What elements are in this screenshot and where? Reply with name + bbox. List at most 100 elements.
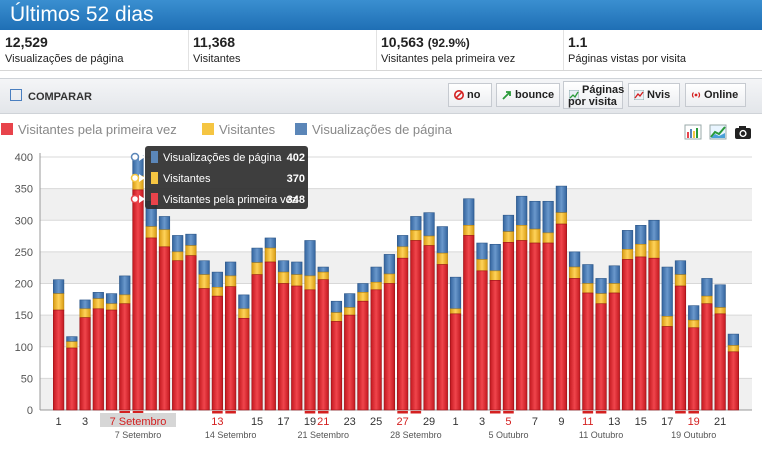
bar-first-time-visitors: [516, 240, 528, 411]
bar-pageviews: [449, 276, 462, 310]
bar-pageviews: [185, 233, 197, 246]
tooltip-marker: [130, 173, 140, 183]
stat-value: 1.1: [568, 34, 588, 50]
bar-visitors: [516, 225, 528, 241]
bar-pageviews: [489, 243, 501, 272]
bar-visitors: [383, 273, 395, 284]
x-tick-label: 3: [479, 416, 485, 428]
bar-visitors: [264, 247, 276, 263]
bar-visitors: [79, 308, 91, 318]
bar-visitors: [330, 312, 343, 322]
bar-visitors: [449, 308, 462, 315]
legend-swatch: [202, 123, 214, 135]
bar-visitors: [145, 226, 157, 239]
bar-visitors: [304, 275, 316, 291]
bar-first-time-visitors: [436, 264, 448, 411]
online-button[interactable]: Online: [685, 83, 746, 107]
x-tick-label: 17: [661, 416, 673, 428]
x-tick-label: 15: [635, 416, 647, 428]
no-filter-button[interactable]: no: [448, 83, 492, 107]
weekend-mark: [304, 411, 316, 414]
x-tick-label: 17: [277, 416, 289, 428]
bar-pageviews: [674, 260, 687, 275]
bar-pageviews: [330, 300, 343, 313]
bar-visitors: [621, 249, 634, 260]
bar-first-time-visitors: [727, 351, 739, 411]
pages-per-visit-button[interactable]: Páginas por visita: [563, 81, 625, 109]
grid-band: [40, 283, 752, 316]
x-tick-label: 7: [532, 416, 538, 428]
no-entry-icon: [454, 90, 464, 100]
tooltip-pointer: [139, 153, 145, 161]
x-week-label: 7 Setembro: [115, 430, 162, 440]
button-label-line1: Páginas: [582, 84, 625, 96]
y-tick-label: 0: [27, 405, 33, 417]
legend-item-first-time[interactable]: Visitantes pela primeira vez: [1, 122, 177, 137]
bar-first-time-visitors: [145, 237, 157, 411]
bar-pageviews: [582, 264, 594, 284]
bar-visitors: [92, 298, 104, 310]
bar-pageviews: [595, 278, 607, 294]
line-chart-icon[interactable]: [709, 124, 727, 140]
nvis-chart-icon: [633, 89, 645, 101]
x-tick-label: 1: [452, 416, 458, 428]
bar-pageviews: [53, 279, 65, 294]
weekend-mark: [397, 411, 408, 414]
bar-pageviews: [317, 266, 329, 273]
y-tick-label: 250: [15, 247, 33, 259]
tooltip-marker: [130, 194, 140, 204]
bar-first-time-visitors: [119, 303, 131, 411]
bounce-arrow-icon: [502, 90, 512, 100]
x-tick-label: 27: [396, 416, 408, 428]
y-tick-label: 150: [15, 310, 33, 322]
bar-visitors: [198, 274, 210, 289]
bar-visitors: [53, 293, 65, 311]
tooltip-swatch: [151, 193, 158, 205]
bar-first-time-visitors: [211, 295, 223, 411]
bar-visitors: [502, 231, 515, 243]
x-tick-label: 13: [608, 416, 620, 428]
camera-icon[interactable]: [734, 124, 752, 140]
bar-visitors: [225, 275, 237, 287]
stat-value: 10,563: [381, 34, 424, 50]
bar-first-time-visitors: [185, 255, 197, 411]
stat-first-time-visitors: 10,563 (92.9%) Visitantes pela primeira …: [376, 30, 564, 70]
bar-pageviews: [621, 230, 634, 250]
x-tick-label: 11: [582, 416, 593, 428]
legend-label: Visualizações de página: [312, 122, 452, 137]
bar-pageviews: [529, 200, 541, 230]
chart-grid: [40, 156, 752, 411]
bar-visitors: [569, 266, 581, 279]
button-label: Nvis: [647, 89, 671, 101]
online-signal-icon: [691, 90, 701, 100]
bar-pageviews: [410, 216, 422, 231]
bar-pageviews: [79, 299, 91, 310]
bar-visitors: [251, 262, 263, 275]
x-tick-label: 25: [370, 416, 382, 428]
nvis-button[interactable]: Nvis: [628, 83, 680, 107]
bar-first-time-visitors: [569, 278, 581, 411]
bar-pageviews: [211, 271, 223, 288]
grid-band: [40, 220, 752, 252]
chart-bars: [53, 155, 739, 411]
bar-visitors: [410, 230, 422, 241]
bar-first-time-visitors: [79, 317, 91, 411]
bar-first-time-visitors: [370, 289, 382, 411]
y-tick-label: 300: [15, 215, 33, 227]
grid-band: [40, 251, 752, 284]
bar-visitors: [119, 294, 131, 305]
bar-pageviews: [476, 242, 488, 260]
legend-item-visitors[interactable]: Visitantes: [202, 122, 275, 137]
compare-button[interactable]: COMPARAR: [10, 89, 92, 103]
stat-label: Visualizações de página: [5, 53, 124, 65]
bar-pageviews: [172, 235, 184, 253]
legend-item-pageviews[interactable]: Visualizações de página: [295, 122, 452, 137]
weekend-mark: [132, 411, 144, 414]
tooltip-series-name: Visitantes pela primeira vez: [163, 194, 297, 206]
bar-pageviews: [648, 219, 660, 241]
bar-first-time-visitors: [502, 242, 515, 411]
bar-visitors: [436, 252, 448, 265]
bounce-button[interactable]: bounce: [496, 83, 560, 107]
bar-chart-icon[interactable]: [684, 124, 702, 140]
